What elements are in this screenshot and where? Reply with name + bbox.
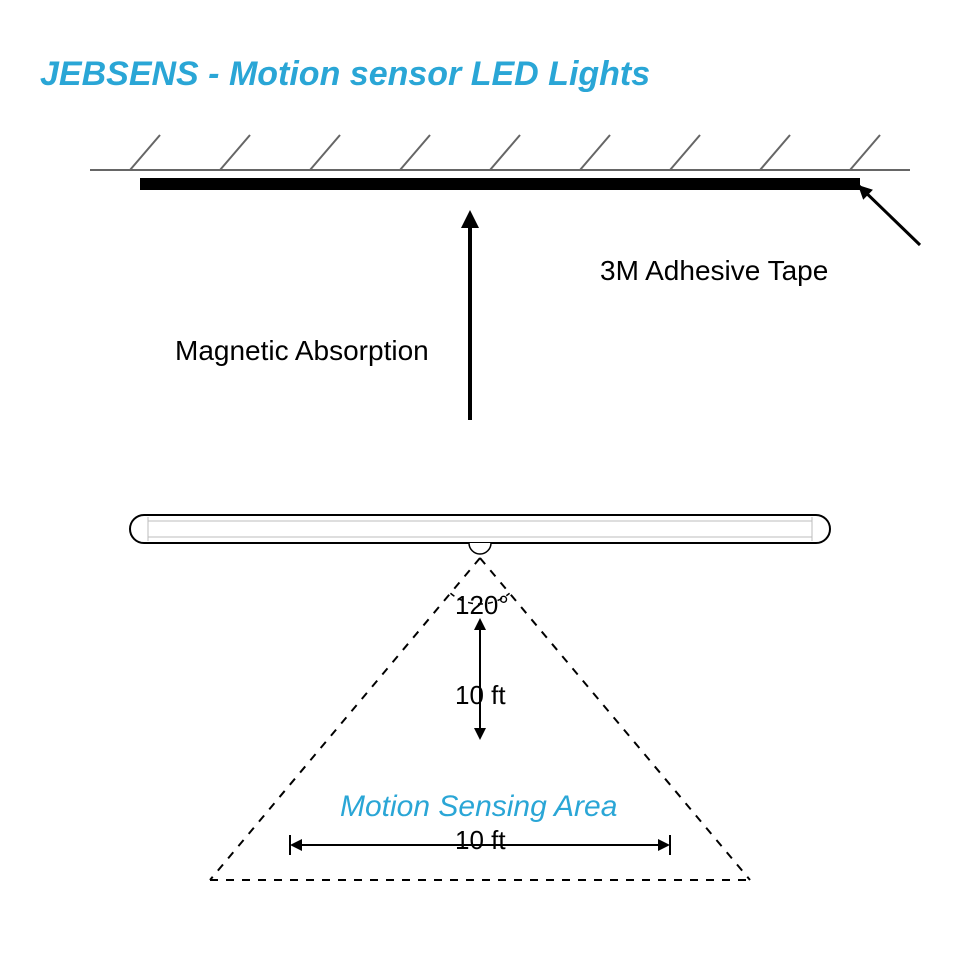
diagram-svg bbox=[0, 0, 960, 960]
diagram-stage: JEBSENS - Motion sensor LED Lights 3M Ad… bbox=[0, 0, 960, 960]
